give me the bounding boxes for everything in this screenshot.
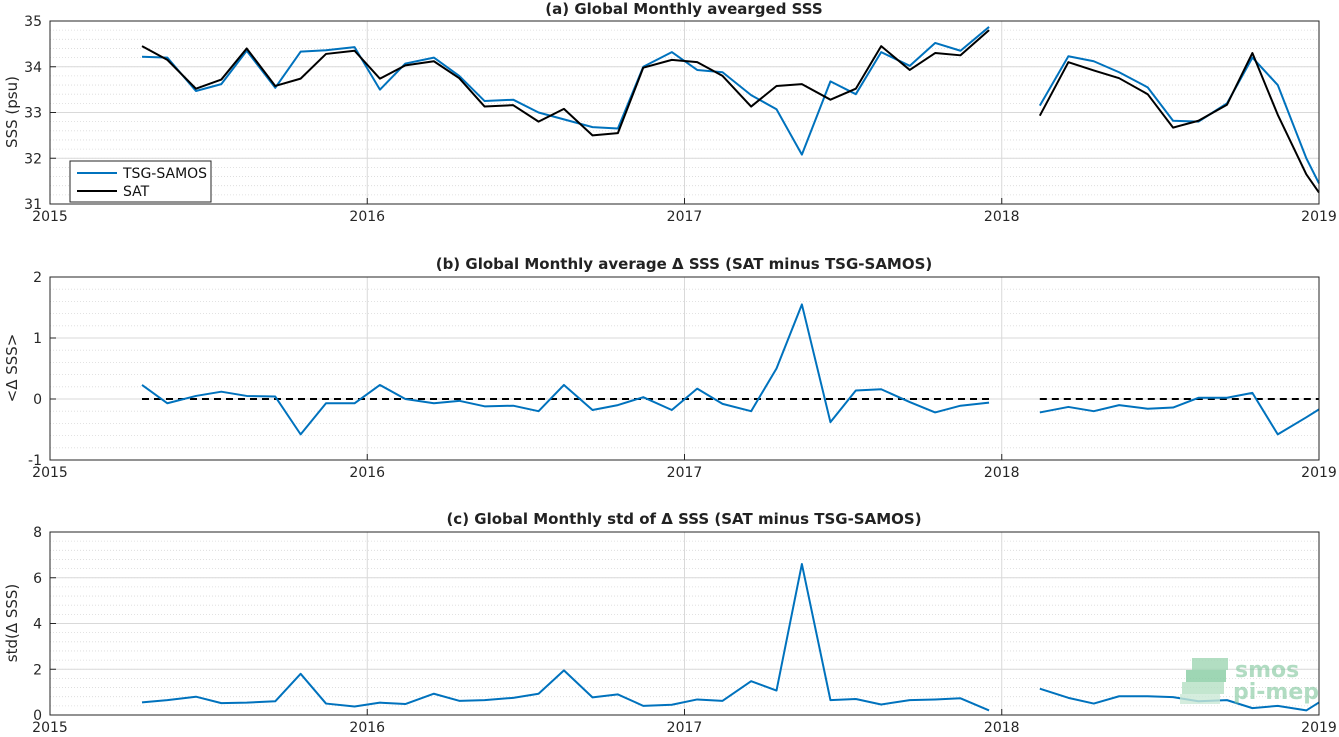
y-tick-label: 34 [24,60,42,76]
logo-text-smos: smos [1235,658,1299,683]
panel-a-title: (a) Global Monthly avearged SSS [545,0,822,18]
panel-a-series [141,26,1320,194]
panel-a-sss: (a) Global Monthly avearged SSS 2015 2016… [3,0,1337,225]
legend-label-sat: SAT [123,184,150,200]
y-tick-label: 2 [33,662,42,678]
x-tick-label: 2019 [1301,720,1337,736]
x-tick-label: 2017 [667,720,703,736]
y-tick-label: 0 [33,708,42,724]
panel-c-ticks: 2015 2016 2017 2018 2019 0 2 4 6 8 [32,525,1337,736]
x-tick-label: 2019 [1301,465,1337,481]
panel-a-legend: TSG-SAMOS SAT [69,160,212,203]
x-tick-label: 2018 [984,209,1020,225]
y-tick-label: 8 [33,525,42,541]
panel-b-delta-sss: (b) Global Monthly average Δ SSS (SAT mi… [3,255,1337,481]
x-tick-label: 2016 [349,209,385,225]
panel-c-series [141,563,1320,712]
panel-b-ylabel: <Δ SSS> [3,334,21,403]
panel-b-grid [49,276,1320,461]
panel-a-ticks: 2015 2016 2017 2018 2019 31 32 33 34 35 [24,14,1337,225]
y-tick-label: 4 [33,617,42,633]
panel-c-std-delta-sss: (c) Global Monthly std of Δ SSS (SAT min… [3,510,1337,736]
y-tick-label: 1 [33,331,42,347]
y-tick-label: -1 [28,453,42,469]
legend-label-tsg: TSG-SAMOS [122,166,207,182]
x-tick-label: 2015 [32,209,68,225]
x-tick-label: 2018 [984,465,1020,481]
x-tick-label: 2018 [984,720,1020,736]
y-tick-label: 2 [33,270,42,286]
y-tick-label: 31 [24,197,42,213]
series-line-delta [141,303,1320,436]
y-tick-label: 33 [24,106,42,122]
x-tick-label: 2016 [349,720,385,736]
panel-a-grid [49,20,1320,205]
panel-b-ticks: 2015 2016 2017 2018 2019 -1 0 1 2 [28,270,1337,481]
x-tick-label: 2019 [1301,209,1337,225]
smos-pimep-logo: smos pi-mep [1180,658,1319,705]
legend-box [69,160,212,203]
x-tick-label: 2017 [667,465,703,481]
logo-wave-icon [1180,658,1228,704]
panel-b-title: (b) Global Monthly average Δ SSS (SAT mi… [436,255,933,273]
x-tick-label: 2015 [32,720,68,736]
series-line-sat [141,29,1320,194]
panel-a-ylabel: SSS (psu) [3,76,21,148]
panel-b-series [141,303,1320,436]
panel-c-ylabel: std(Δ SSS) [3,584,21,663]
panel-c-title: (c) Global Monthly std of Δ SSS (SAT min… [446,510,921,528]
y-tick-label: 35 [24,14,42,30]
series-line-delta [141,563,1320,712]
x-tick-label: 2016 [349,465,385,481]
x-tick-label: 2017 [667,209,703,225]
y-tick-label: 6 [33,571,42,587]
series-line-tsg-samos [141,26,1320,184]
panel-c-grid [49,531,1320,716]
x-tick-label: 2015 [32,465,68,481]
logo-text-pimep: pi-mep [1233,680,1319,705]
y-tick-label: 0 [33,392,42,408]
y-tick-label: 32 [24,151,42,167]
